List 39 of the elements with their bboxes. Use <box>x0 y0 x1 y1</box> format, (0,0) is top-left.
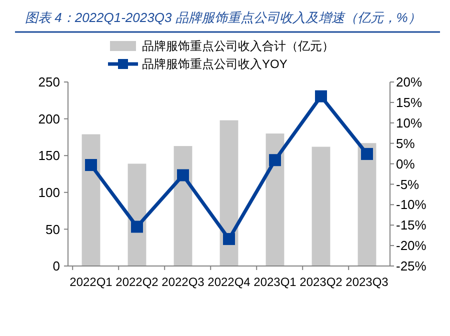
chart-title: 图表 4：2022Q1-2023Q3 品牌服饰重点公司收入及增速（亿元，%） <box>25 10 421 25</box>
y2-tick-label: -10% <box>396 197 427 212</box>
y2-tick-label: 0% <box>396 156 416 172</box>
y2-tick-label: -15% <box>396 218 427 233</box>
y-tick-label: 100 <box>38 184 60 200</box>
y2-tick-label: -20% <box>396 238 427 254</box>
bar <box>312 146 330 266</box>
y2-tick-label: 5% <box>396 136 416 151</box>
y2-tick-label: 20% <box>396 74 422 90</box>
x-tick-label: 2022Q2 <box>116 275 159 289</box>
point <box>177 169 189 182</box>
y-tick-label: 50 <box>46 222 60 237</box>
point <box>315 90 327 102</box>
y-tick-label: 0 <box>52 258 60 274</box>
y-tick-label: 200 <box>38 111 60 126</box>
legend-label: 品牌服饰重点公司收入YOY <box>142 57 288 72</box>
x-tick-label: 2023Q2 <box>300 275 343 289</box>
x-tick-label: 2022Q1 <box>70 275 113 289</box>
x-tick-label: 2022Q3 <box>162 275 205 289</box>
y2-tick-label: 15% <box>396 94 422 110</box>
x-tick-label: 2023Q1 <box>254 275 297 289</box>
point <box>223 233 235 246</box>
bar <box>82 134 100 266</box>
bar <box>174 146 192 266</box>
bar <box>266 134 284 266</box>
legend-label: 品牌服饰重点公司收入合计（亿元） <box>142 39 334 54</box>
y2-tick-label: 10% <box>396 115 422 130</box>
point <box>131 220 143 233</box>
y2-tick-label: -25% <box>396 258 427 274</box>
y-tick-label: 250 <box>38 74 60 90</box>
x-tick-label: 2022Q4 <box>208 275 251 289</box>
point <box>85 159 97 172</box>
y-tick-label: 150 <box>38 148 60 164</box>
y2-tick-label: -5% <box>396 176 420 192</box>
point <box>361 148 373 160</box>
bar <box>358 143 376 266</box>
point <box>269 154 281 166</box>
bar <box>220 120 238 266</box>
x-tick-label: 2023Q3 <box>346 275 389 289</box>
